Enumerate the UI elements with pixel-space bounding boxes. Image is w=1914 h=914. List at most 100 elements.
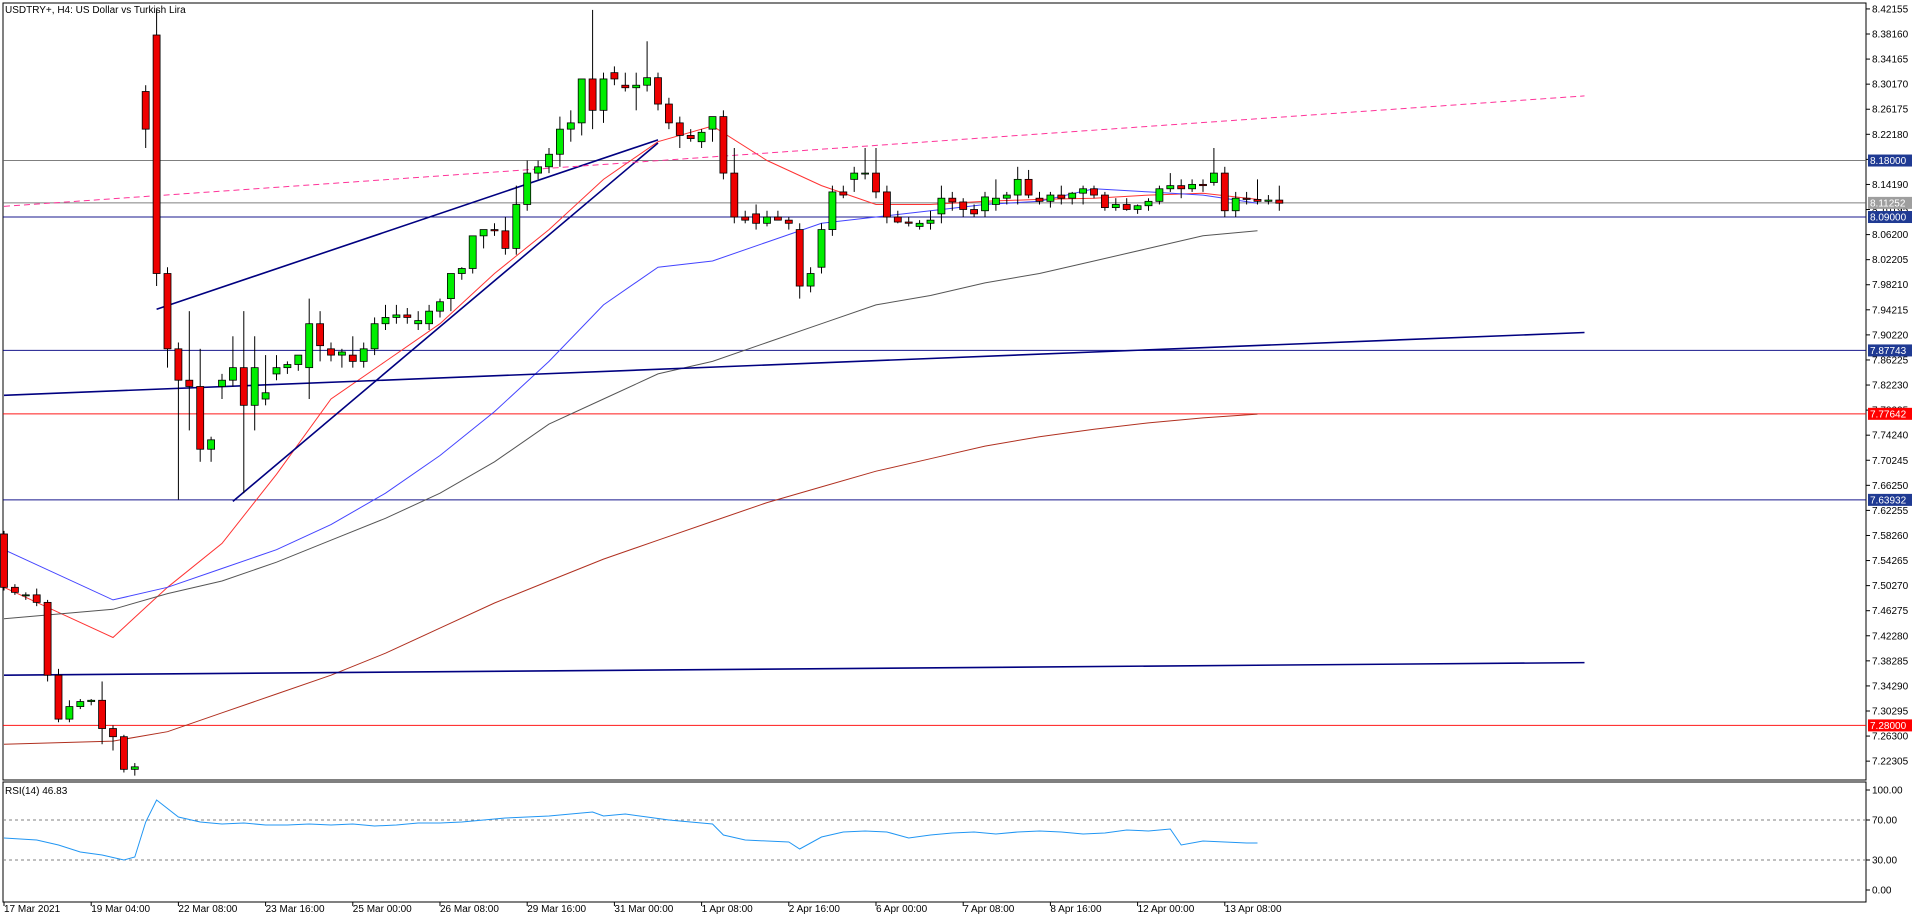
- candle: [0, 530, 8, 591]
- candle: [392, 304, 401, 324]
- bull-candle-body: [1210, 172, 1218, 183]
- bull-candle-body: [643, 77, 651, 86]
- bear-candle-body: [1035, 197, 1044, 202]
- bull-candle-body: [599, 78, 608, 111]
- bull-candle-body: [468, 235, 477, 269]
- price-tag: 8.11252: [1868, 196, 1912, 209]
- candle: [1002, 191, 1011, 205]
- candle: [228, 336, 237, 387]
- price-tick-label: 7.50270: [1872, 581, 1909, 592]
- bear-candle-body: [1220, 172, 1229, 212]
- bull-candle-body: [272, 367, 281, 375]
- time-tick-label: 2 Apr 16:00: [789, 904, 841, 914]
- candle: [893, 210, 902, 224]
- bear-candle-body: [872, 172, 880, 193]
- bear-candle-body: [239, 367, 248, 406]
- candle: [992, 179, 1000, 211]
- bear-candle-body: [1177, 185, 1186, 190]
- time-axis: 17 Mar 2021 19 Mar 04:00 22 Mar 08:00 23 Ma…: [3, 902, 1282, 914]
- candle: [828, 185, 837, 236]
- candle: [109, 725, 117, 751]
- bull-candle-body: [381, 317, 390, 325]
- candle: [872, 147, 880, 199]
- trendlines: [3, 95, 1585, 676]
- bear-candle-body: [1199, 183, 1207, 187]
- bull-candle-body: [817, 229, 826, 268]
- bull-candle-body: [937, 197, 946, 215]
- bear-candle-body: [839, 191, 848, 196]
- horizontal-levels: [3, 160, 1866, 726]
- bull-candle-body: [566, 122, 575, 130]
- rsi-line: [3, 799, 1258, 861]
- candle: [915, 220, 924, 230]
- candle: [1210, 147, 1218, 186]
- candle: [1101, 191, 1109, 211]
- candle: [719, 110, 728, 180]
- bear-candle-body: [686, 135, 695, 139]
- rising-1-trendline: [156, 139, 659, 311]
- rsi-indicator: 100.00 70.00 30.00 0.00: [3, 786, 1903, 897]
- price-tick-label: 8.34165: [1872, 55, 1909, 66]
- bull-candle-body: [1264, 199, 1273, 202]
- bear-candle-body: [784, 219, 793, 224]
- bear-candle-body: [610, 72, 619, 80]
- candle: [250, 336, 259, 431]
- support-2-trendline: [3, 661, 1585, 676]
- price-tag-label: 8.18000: [1870, 156, 1907, 167]
- bull-candle-body: [414, 320, 423, 325]
- candle: [926, 210, 935, 230]
- bear-candle-body: [1242, 197, 1251, 200]
- time-tick-label: 25 Mar 00:00: [353, 904, 412, 914]
- bull-candle-body: [337, 351, 346, 356]
- bull-candle-body: [861, 172, 869, 175]
- bull-candle-body: [545, 153, 553, 168]
- time-tick-label: 23 Mar 16:00: [266, 904, 325, 914]
- bull-candle-body: [1079, 188, 1087, 194]
- price-tick-label: 7.54265: [1872, 556, 1909, 567]
- bear-candle-body: [10, 586, 19, 593]
- bear-candle-body: [621, 84, 630, 89]
- candle: [54, 668, 63, 723]
- candle: [174, 342, 183, 500]
- candle: [305, 298, 314, 400]
- candle: [752, 204, 760, 230]
- bear-candle-body: [98, 699, 106, 729]
- price-tag-label: 8.09000: [1870, 213, 1907, 224]
- candle: [1177, 179, 1186, 199]
- bear-candle-body: [1057, 194, 1066, 199]
- bear-candle-body: [185, 379, 194, 387]
- candle: [774, 210, 782, 221]
- bull-candle-body: [436, 301, 444, 312]
- bull-candle-body: [392, 314, 401, 318]
- price-tag-label: 8.11252: [1870, 198, 1906, 209]
- bear-candle-body: [774, 216, 782, 221]
- channel-dashed-trendline: [3, 95, 1585, 207]
- price-tick-label: 7.86225: [1872, 355, 1909, 366]
- price-tick-label: 7.26300: [1872, 732, 1909, 743]
- candle: [948, 191, 957, 211]
- candle: [87, 699, 96, 706]
- candlesticks: [0, 9, 1284, 776]
- price-tick-label: 7.94215: [1872, 305, 1909, 316]
- bull-candle-body: [850, 172, 859, 180]
- bear-candle-body: [316, 323, 325, 347]
- bull-candle-body: [250, 367, 259, 406]
- candle: [1079, 185, 1087, 205]
- rsi-tick-label: 0.00: [1872, 886, 1892, 897]
- price-tag: 8.09000: [1868, 211, 1912, 224]
- time-tick-label: 7 Apr 08:00: [963, 904, 1015, 914]
- price-tick-label: 7.30295: [1872, 706, 1909, 717]
- time-tick-label: 26 Mar 08:00: [440, 904, 499, 914]
- bear-candle-body: [163, 273, 172, 350]
- price-tag: 8.18000: [1868, 154, 1912, 167]
- candle: [468, 235, 477, 274]
- bear-candle-body: [403, 314, 412, 318]
- bull-candle-body: [446, 273, 455, 300]
- main-plot-frame: [2, 2, 1867, 781]
- bear-candle-body: [490, 229, 499, 232]
- price-tag: 7.77642: [1868, 407, 1912, 420]
- candle: [1111, 198, 1120, 211]
- candle: [294, 354, 303, 371]
- candle: [686, 129, 695, 142]
